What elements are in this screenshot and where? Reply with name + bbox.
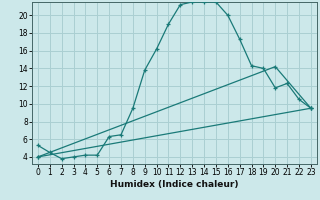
X-axis label: Humidex (Indice chaleur): Humidex (Indice chaleur) [110,180,239,189]
